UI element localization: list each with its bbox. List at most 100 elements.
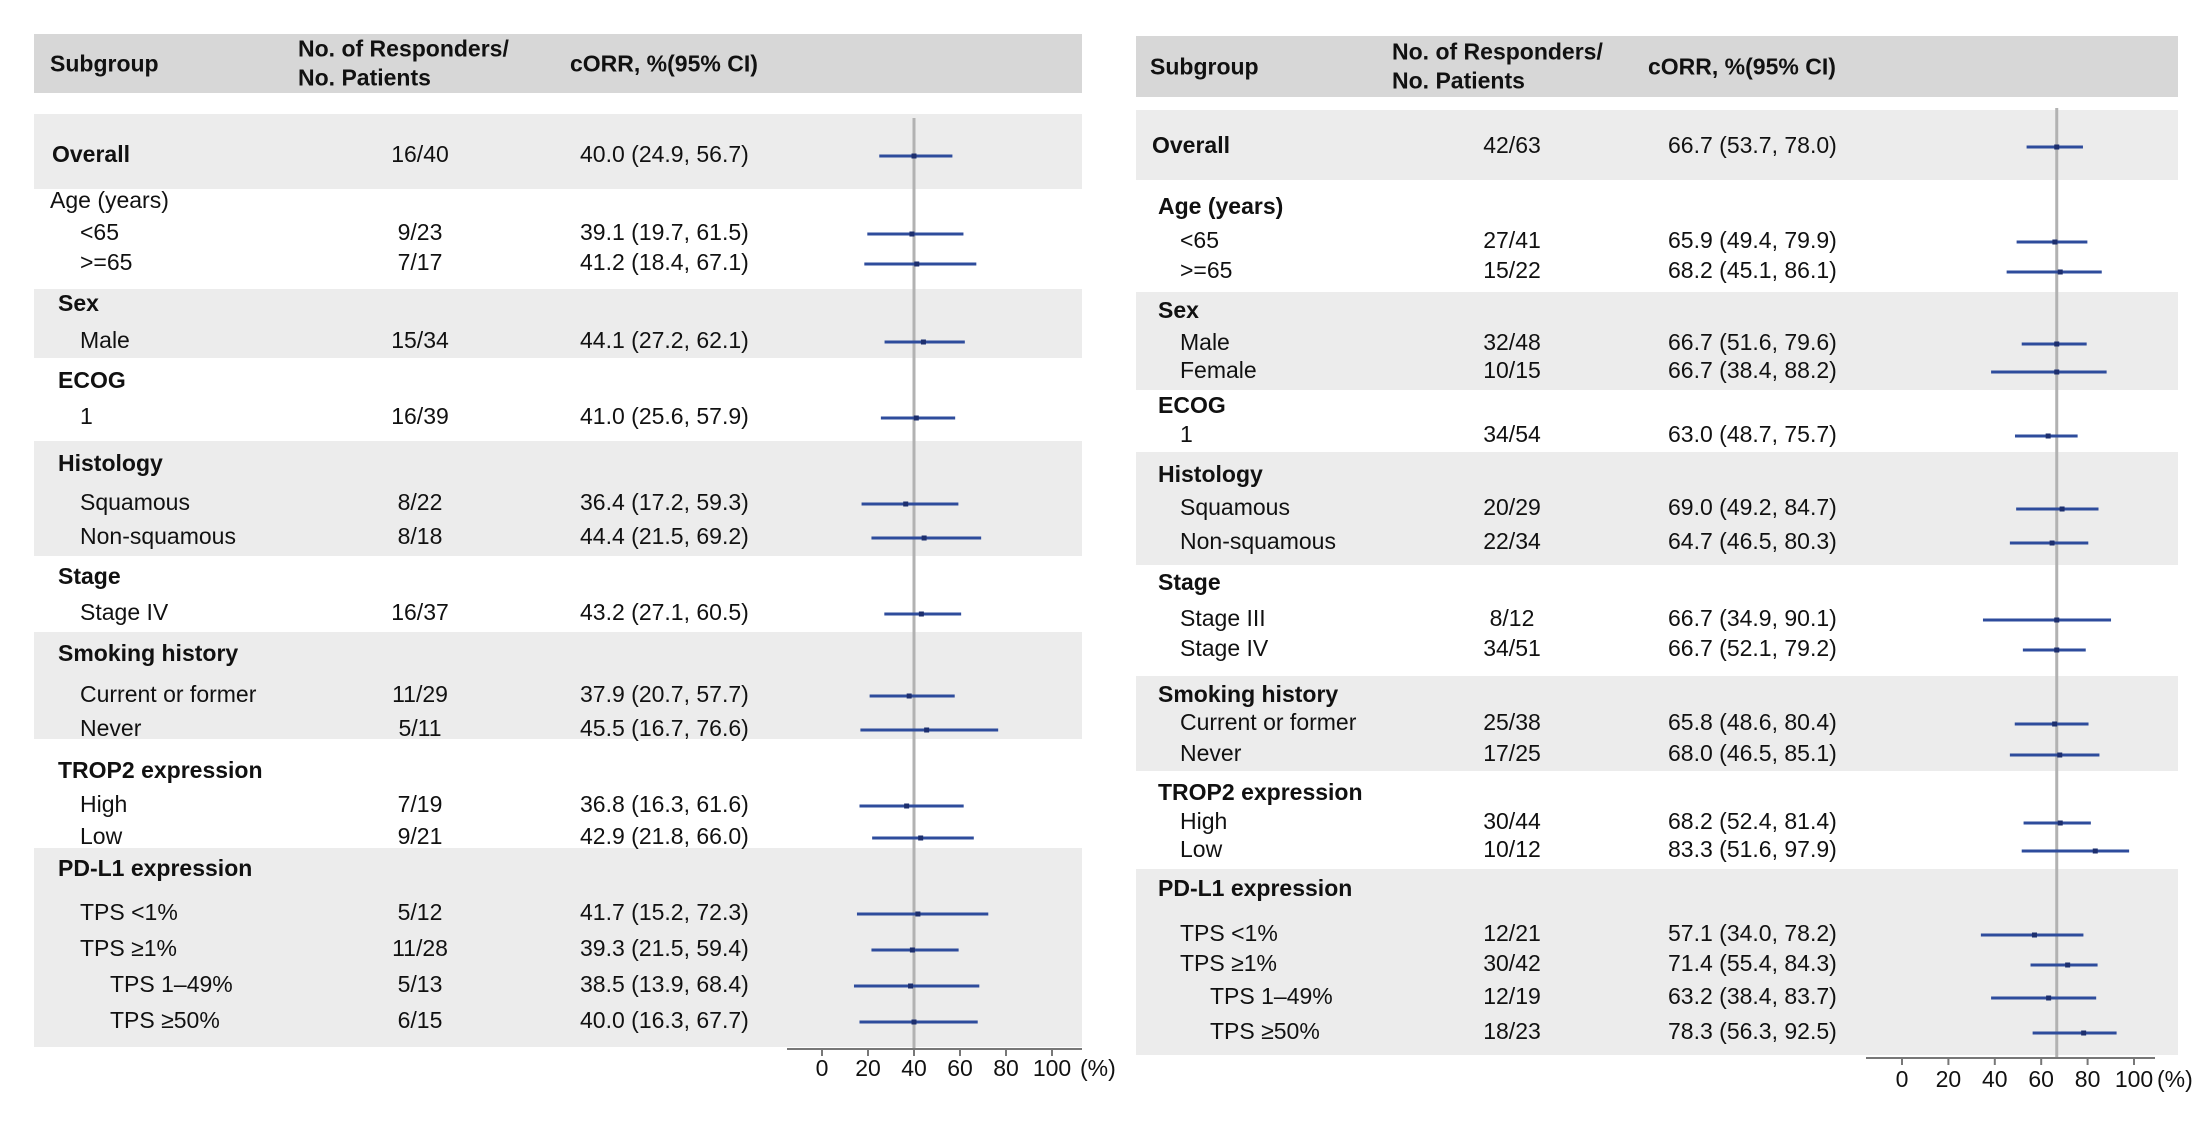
- row-corr-ci: 68.0 (46.5, 85.1): [1668, 740, 1837, 766]
- x-tick-label: 40: [901, 1055, 927, 1081]
- row-responders: 9/23: [398, 219, 443, 245]
- row-label: >=65: [80, 249, 132, 275]
- row-corr-ci: 66.7 (34.9, 90.1): [1668, 605, 1837, 631]
- row-responders: 16/37: [391, 599, 449, 625]
- row-corr-ci: 78.3 (56.3, 92.5): [1668, 1018, 1837, 1044]
- point-estimate: [2054, 617, 2060, 623]
- row-label: Low: [80, 823, 123, 849]
- row-corr-ci: 44.1 (27.2, 62.1): [580, 327, 749, 353]
- forest-panel-2: Subgroup No. of Responders/No. Patients cO…: [1136, 36, 2193, 1092]
- shaded-band: [1136, 452, 2178, 565]
- row-label: Low: [1180, 836, 1223, 862]
- row-label: TPS <1%: [80, 899, 178, 925]
- point-estimate: [2045, 433, 2051, 439]
- row-responders: 7/17: [398, 249, 443, 275]
- point-estimate: [2092, 848, 2098, 854]
- group-label-overall: Overall: [1152, 132, 1230, 158]
- row-corr-ci: 66.7 (38.4, 88.2): [1668, 357, 1837, 383]
- row-corr-ci: 65.8 (48.6, 80.4): [1668, 709, 1837, 735]
- row-responders: 20/29: [1483, 494, 1541, 520]
- row-label: >=65: [1180, 257, 1232, 283]
- row-responders: 15/34: [391, 327, 449, 353]
- row-label: TPS 1–49%: [110, 971, 233, 997]
- x-tick-label: 80: [993, 1055, 1019, 1081]
- group-label: ECOG: [58, 367, 126, 393]
- x-tick-label: 0: [1896, 1066, 1909, 1092]
- row-label: Male: [1180, 329, 1230, 355]
- row-responders: 18/23: [1483, 1018, 1541, 1044]
- row-label: Non-squamous: [1180, 528, 1336, 554]
- point-estimate: [918, 611, 924, 617]
- header-band: [1136, 36, 2178, 97]
- group-label: TROP2 expression: [1158, 779, 1363, 805]
- group-label: Sex: [1158, 297, 1199, 323]
- row-responders: 27/41: [1483, 227, 1541, 253]
- row-corr-ci: 40.0 (24.9, 56.7): [580, 141, 749, 167]
- row-label: Non-squamous: [80, 523, 236, 549]
- shaded-band: [1136, 110, 2178, 180]
- row-corr-ci: 40.0 (16.3, 67.7): [580, 1007, 749, 1033]
- group-label: Age (years): [1158, 193, 1283, 219]
- shaded-band: [1136, 292, 2178, 390]
- row-responders: 34/51: [1483, 635, 1541, 661]
- point-estimate: [909, 947, 915, 953]
- row-label: TPS ≥1%: [1180, 950, 1277, 976]
- point-estimate: [2054, 144, 2060, 150]
- row-responders: 6/15: [398, 1007, 443, 1033]
- header-responders: No. of Responders/: [1392, 39, 1603, 65]
- row-label: Squamous: [1180, 494, 1290, 520]
- header-subgroup: Subgroup: [1150, 54, 1259, 80]
- point-estimate: [2052, 721, 2058, 727]
- row-label: Squamous: [80, 489, 190, 515]
- group-label: TROP2 expression: [58, 757, 263, 783]
- x-tick-label: 60: [2028, 1066, 2054, 1092]
- point-estimate: [2057, 752, 2063, 758]
- row-corr-ci: 42.9 (21.8, 66.0): [580, 823, 749, 849]
- group-label: Histology: [58, 450, 163, 476]
- row-responders: 34/54: [1483, 421, 1541, 447]
- header-corr: cORR, %(95% CI): [1648, 54, 1836, 80]
- row-responders: 16/39: [391, 403, 449, 429]
- point-estimate: [920, 339, 926, 345]
- row-label: TPS <1%: [1180, 920, 1278, 946]
- row-responders: 10/15: [1483, 357, 1541, 383]
- group-label: PD-L1 expression: [58, 855, 252, 881]
- row-label: Stage III: [1180, 605, 1266, 631]
- row-label: High: [80, 791, 127, 817]
- row-corr-ci: 36.8 (16.3, 61.6): [580, 791, 749, 817]
- row-label: TPS ≥50%: [110, 1007, 220, 1033]
- shaded-band: [34, 289, 1082, 358]
- row-label: 1: [80, 403, 93, 429]
- x-tick-label: 100: [1033, 1055, 1071, 1081]
- row-label: Current or former: [1180, 709, 1357, 735]
- group-label: Histology: [1158, 461, 1263, 487]
- row-corr-ci: 69.0 (49.2, 84.7): [1668, 494, 1837, 520]
- shaded-band: [1136, 869, 2178, 1055]
- row-corr-ci: 71.4 (55.4, 84.3): [1668, 950, 1837, 976]
- header-corr: cORR, %(95% CI): [570, 51, 758, 77]
- point-estimate: [2081, 1030, 2087, 1036]
- row-label: <65: [80, 219, 119, 245]
- point-estimate: [2059, 506, 2065, 512]
- header-responders: No. of Responders/: [298, 36, 509, 62]
- header-patients: No. Patients: [1392, 68, 1525, 94]
- row-corr-ci: 38.5 (13.9, 68.4): [580, 971, 749, 997]
- group-label: Stage: [58, 563, 121, 589]
- row-corr-ci: 45.5 (16.7, 76.6): [580, 715, 749, 741]
- group-label-overall: Overall: [52, 141, 130, 167]
- row-corr-ci: 63.0 (48.7, 75.7): [1668, 421, 1837, 447]
- point-estimate: [2054, 647, 2060, 653]
- row-responders: 7/19: [398, 791, 443, 817]
- header-band: [34, 34, 1082, 93]
- row-label: High: [1180, 808, 1227, 834]
- point-estimate: [913, 415, 919, 421]
- row-corr-ci: 57.1 (34.0, 78.2): [1668, 920, 1837, 946]
- row-responders: 42/63: [1483, 132, 1541, 158]
- header-patients: No. Patients: [298, 65, 431, 91]
- point-estimate: [2049, 540, 2055, 546]
- row-corr-ci: 66.7 (53.7, 78.0): [1668, 132, 1837, 158]
- row-label: <65: [1180, 227, 1219, 253]
- x-axis-unit: (%): [2157, 1066, 2193, 1092]
- row-responders: 5/13: [398, 971, 443, 997]
